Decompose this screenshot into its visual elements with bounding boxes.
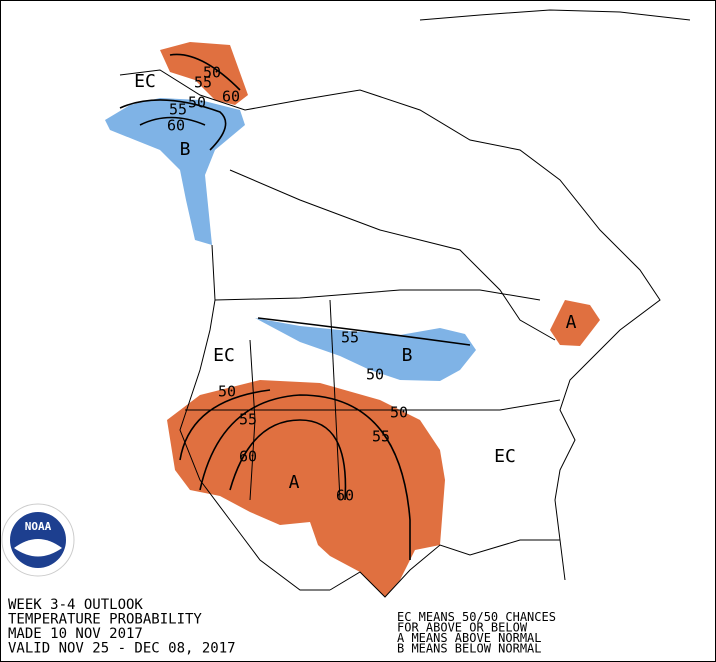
map-label: 50 xyxy=(188,94,206,112)
above-area xyxy=(167,380,445,597)
map-label: 60 xyxy=(239,448,257,466)
above-area xyxy=(550,300,600,346)
outlook-line: VALID NOV 25 - DEC 08, 2017 xyxy=(8,641,236,657)
map-label: 60 xyxy=(222,88,240,106)
map-label: 50 xyxy=(366,366,384,384)
logo-text: NOAA xyxy=(25,520,52,533)
map-label: A xyxy=(289,472,300,493)
outlook-line: MADE 10 NOV 2017 xyxy=(8,626,143,642)
map-label: 55 xyxy=(372,428,390,446)
outlook-line: WEEK 3-4 OUTLOOK xyxy=(8,597,143,613)
map-label: 50 xyxy=(390,404,408,422)
map-label: 60 xyxy=(336,487,354,505)
legend-line: FOR ABOVE OR BELOW xyxy=(397,621,528,635)
map-label: EC xyxy=(494,446,516,467)
map-label: EC xyxy=(134,71,156,92)
above-area xyxy=(160,42,248,105)
contours xyxy=(119,53,471,560)
probability-areas xyxy=(105,42,600,597)
below-area xyxy=(255,318,476,381)
map-label: 60 xyxy=(167,117,185,135)
logo: NOAA xyxy=(1,503,75,577)
legend-line: EC MEANS 50/50 CHANCES xyxy=(397,610,556,624)
map-label: 50 xyxy=(203,64,221,82)
map-label: B xyxy=(180,139,191,160)
map-label: EC xyxy=(213,345,235,366)
map-label: 50 xyxy=(218,383,236,401)
map-label: 55 xyxy=(239,411,257,429)
legend-line: B MEANS BELOW NORMAL xyxy=(397,642,542,656)
outlook-line: TEMPERATURE PROBABILITY xyxy=(8,612,202,628)
map-label: A xyxy=(566,312,577,333)
below-area xyxy=(105,98,245,245)
coastlines xyxy=(119,9,691,598)
legend-line: A MEANS ABOVE NORMAL xyxy=(397,631,542,645)
map-label: 55 xyxy=(341,329,359,347)
map-label: 55 xyxy=(194,74,212,92)
map-label: B xyxy=(402,345,413,366)
map-label: 55 xyxy=(169,101,187,119)
